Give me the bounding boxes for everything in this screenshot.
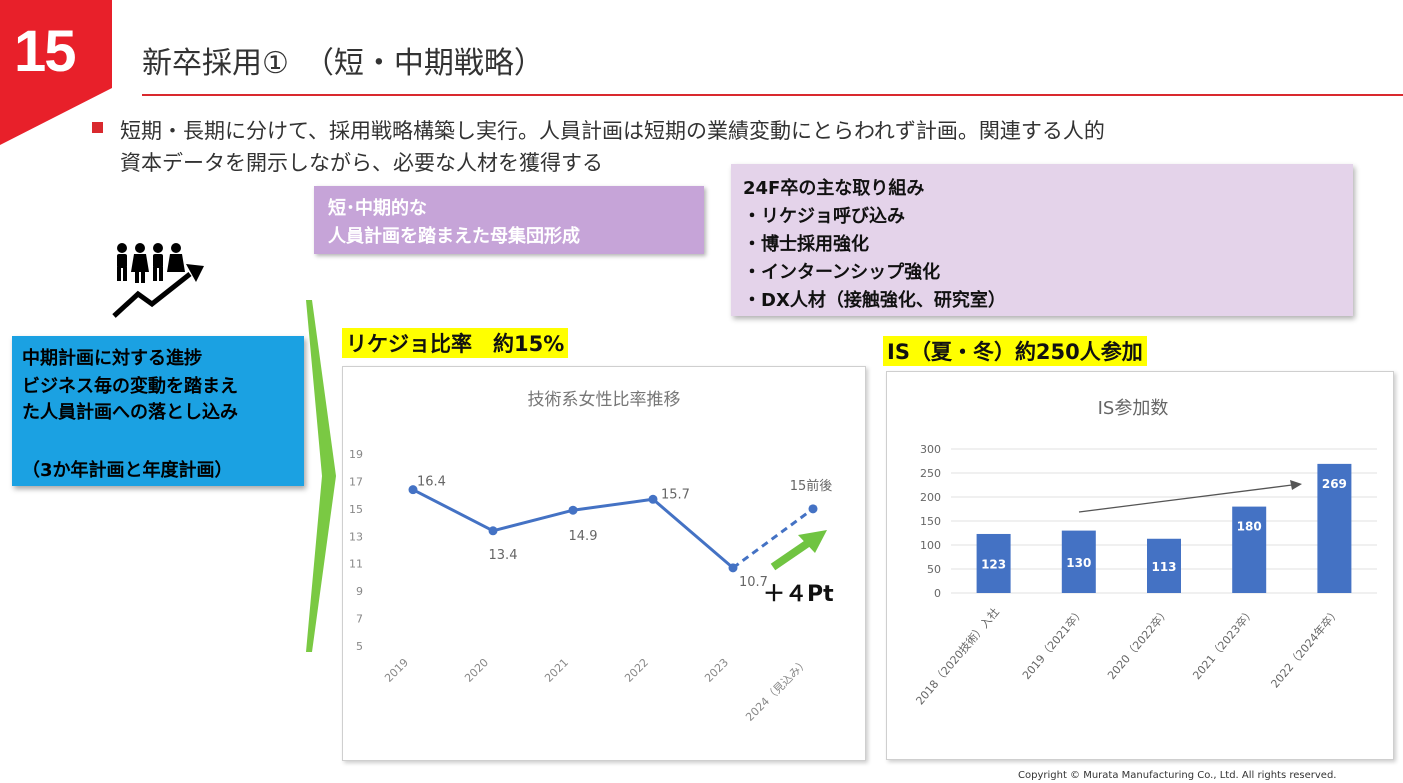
- chart-title: IS参加数: [1098, 398, 1169, 419]
- bullet-square-icon: [92, 122, 103, 133]
- title-divider: [142, 94, 1403, 96]
- internship-heading: IS（夏・冬）約250人参加: [883, 336, 1147, 366]
- female-ratio-line-chart: 技術系女性比率推移 ＋４Pt 5 7 9 11 13 15 17 19 2019 2020 2021…: [349, 390, 834, 724]
- population-line1: 短･中期的な: [328, 198, 427, 219]
- y-tick-label: 100: [920, 539, 941, 552]
- y-tick-label: 11: [349, 558, 363, 571]
- bar-value-label: 180: [1237, 520, 1262, 534]
- x-tick-label: 2022: [622, 656, 651, 685]
- data-point: [568, 505, 578, 515]
- bar: [1232, 506, 1267, 593]
- bar: [1061, 530, 1096, 593]
- copyright-text: Copyright © Murata Manufacturing Co., Lt…: [1018, 770, 1337, 781]
- green-arrow-shape: [306, 300, 336, 652]
- page-title: 新卒採用① （短・中期戦略）: [142, 46, 544, 81]
- initiative-item: ・インターンシップ強化: [743, 262, 941, 283]
- x-tick-label: 2018（2020技術）入社: [913, 605, 1002, 707]
- y-tick-label: 13: [349, 530, 363, 543]
- y-tick-label: 0: [934, 587, 941, 600]
- mid-term-plan-line4: （3か年計画と年度計画）: [22, 460, 233, 481]
- population-line2: 人員計画を踏まえた母集団形成: [328, 226, 580, 247]
- bar-value-label: 269: [1322, 477, 1347, 491]
- mid-term-plan-box: 中期計画に対する進捗 ビジネス毎の変動を踏まえ た人員計画への落とし込み （3か…: [12, 336, 304, 486]
- y-tick-label: 5: [356, 640, 363, 653]
- bar-value-label: 130: [1066, 556, 1091, 570]
- data-label: 15.7: [661, 487, 690, 502]
- data-point: [648, 494, 658, 504]
- x-tick-label: 2020（2022卒）: [1104, 605, 1172, 682]
- lead-text-line2: 資本データを開示しながら、必要な人材を獲得する: [120, 151, 603, 175]
- data-label: 13.4: [489, 548, 518, 563]
- x-tick-label: 2022（2024年卒）: [1268, 605, 1343, 691]
- data-label: 14.9: [569, 529, 598, 544]
- x-tick-label: 2024（見込み）: [743, 656, 811, 724]
- y-tick-label: 200: [920, 491, 941, 504]
- bar: [976, 533, 1011, 593]
- bar: [1317, 463, 1352, 593]
- data-point: [808, 504, 818, 514]
- y-tick-label: 150: [920, 515, 941, 528]
- bar: [1147, 538, 1181, 593]
- slide-number: 15: [14, 19, 77, 84]
- initiative-item: ・DX人材（接触強化、研究室）: [743, 290, 1006, 311]
- chart-title: 技術系女性比率推移: [528, 390, 681, 410]
- bar-value-label: 123: [981, 557, 1006, 571]
- data-label: 16.4: [417, 475, 446, 490]
- x-tick-label: 2023: [702, 656, 731, 685]
- internship-chart-panel: IS参加数 0 50 100 150 200 250 300 123 130 113 180 269 2…: [886, 371, 1394, 760]
- increase-annotation: ＋４Pt: [763, 582, 834, 607]
- female-ratio-chart-panel: 技術系女性比率推移 ＋４Pt 5 7 9 11 13 15 17 19 2019 2020 2021…: [342, 366, 866, 761]
- increase-arrow-icon: [770, 537, 814, 571]
- x-tick-label: 2019: [382, 656, 411, 685]
- y-tick-label: 300: [920, 443, 941, 456]
- mid-term-plan-line3: た人員計画への落とし込み: [22, 402, 238, 423]
- trend-arrowhead-icon: [1290, 480, 1302, 490]
- x-tick-label: 2021（2023卒）: [1190, 605, 1258, 682]
- data-point: [408, 485, 418, 495]
- y-tick-label: 19: [349, 448, 363, 461]
- initiatives-box: 24F卒の主な取り組み ・リケジョ呼び込み ・博士採用強化 ・インターンシップ強…: [731, 164, 1353, 316]
- bar-value-label: 113: [1151, 560, 1176, 574]
- forecast-line: [732, 507, 814, 570]
- data-label: 15前後: [790, 478, 833, 494]
- slide-number-badge: [0, 0, 112, 145]
- y-tick-label: 7: [356, 613, 363, 626]
- y-tick-label: 17: [349, 475, 363, 488]
- population-formation-box: 短･中期的な 人員計画を踏まえた母集団形成: [314, 186, 704, 254]
- mid-term-plan-line2: ビジネス毎の変動を踏まえ: [22, 376, 238, 397]
- y-tick-label: 50: [927, 563, 941, 576]
- internship-bar-chart: IS参加数 0 50 100 150 200 250 300 123 130 113 180 269 2…: [913, 398, 1377, 707]
- y-tick-label: 250: [920, 467, 941, 480]
- data-label: 10.7: [739, 575, 768, 590]
- people-growth-icon: [112, 243, 204, 318]
- rikejo-ratio-heading: リケジョ比率 約15%: [342, 328, 569, 358]
- x-tick-label: 2020: [462, 656, 491, 685]
- data-point: [488, 526, 498, 536]
- y-tick-label: 9: [356, 585, 363, 598]
- initiative-item: ・博士採用強化: [743, 234, 869, 255]
- x-tick-label: 2019（2021卒）: [1019, 605, 1087, 682]
- trend-arrow-line: [1078, 484, 1293, 513]
- initiatives-heading: 24F卒の主な取り組み: [743, 178, 925, 199]
- lead-text-line1: 短期・長期に分けて、採用戦略構築し実行。人員計画は短期の業績変動にとらわれず計画…: [120, 119, 1105, 143]
- x-tick-label: 2021: [542, 656, 571, 685]
- data-point: [728, 563, 738, 573]
- initiative-item: ・リケジョ呼び込み: [743, 206, 905, 227]
- mid-term-plan-line1: 中期計画に対する進捗: [22, 348, 202, 369]
- y-tick-label: 15: [349, 503, 363, 516]
- increase-arrowhead-icon: [798, 530, 827, 553]
